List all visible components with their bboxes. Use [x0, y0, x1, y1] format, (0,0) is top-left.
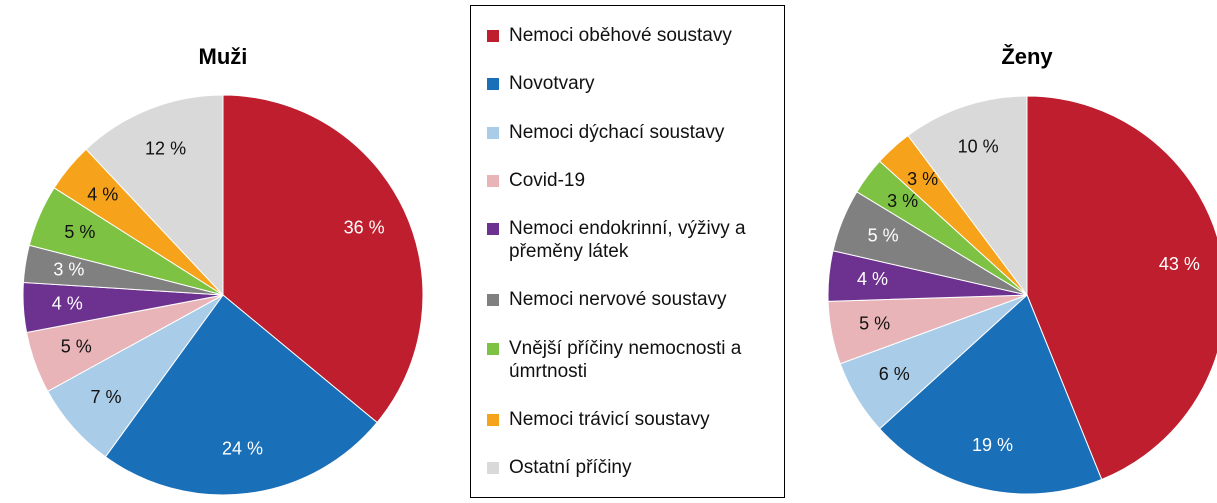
legend-swatch	[487, 413, 499, 426]
data-label: 4 %	[857, 269, 888, 289]
legend-swatch	[487, 342, 499, 355]
pie-slice: Ostatní příčiny	[907, 95, 1028, 297]
data-label: 36 %	[344, 217, 385, 237]
legend-item: Nemoci nervové soustavy	[487, 288, 770, 311]
legend-item: Covid-19	[487, 169, 770, 192]
legend-label: Nemoci trávicí soustavy	[509, 408, 710, 430]
data-label: 12 %	[145, 139, 186, 159]
legend-swatch	[487, 126, 499, 139]
pie-slice: Nemoci oběhové soustavy	[1026, 95, 1217, 481]
data-label: 5 %	[868, 226, 899, 246]
legend-swatch	[487, 223, 499, 235]
data-label: 4 %	[52, 294, 83, 314]
legend-swatch	[487, 78, 499, 91]
legend-label: Ostatní příčiny	[509, 457, 632, 478]
legend-swatch	[487, 174, 499, 187]
legend-item: Nemoci endokrinní, výživy a přeměny láte…	[487, 217, 770, 263]
data-label: 43 %	[1159, 254, 1200, 274]
data-label: 7 %	[90, 387, 121, 407]
legend-label: Vnější příčiny nemocnosti a úmrtnosti	[509, 337, 742, 382]
data-label: 19 %	[972, 435, 1013, 455]
pie-slice: Ostatní příčiny	[85, 94, 224, 297]
legend-label: Nemoci oběhové soustavy	[509, 25, 732, 46]
data-label: 10 %	[958, 136, 999, 156]
pie-slice: Novotvary	[878, 294, 1103, 495]
data-label: 3 %	[907, 169, 938, 189]
data-label: 3 %	[887, 191, 918, 211]
legend-swatch	[487, 294, 499, 307]
legend-label: Covid-19	[509, 169, 586, 191]
legend-item: Vnější příčiny nemocnosti a úmrtnosti	[487, 337, 770, 383]
legend-item: Nemoci oběhové soustavy	[487, 24, 770, 47]
legend: Nemoci oběhové soustavy Novotvary Nemoci d…	[470, 5, 785, 498]
pie-slice: Novotvary	[104, 294, 378, 496]
legend-item: Ostatní příčiny	[487, 456, 770, 479]
legend-item: Nemoci dýchací soustavy	[487, 121, 770, 144]
legend-label: Nemoci nervové soustavy	[509, 289, 727, 311]
data-label: 4 %	[87, 184, 118, 204]
data-label: 24 %	[222, 439, 263, 459]
data-label: 5 %	[64, 222, 95, 242]
legend-label: Novotvary	[509, 73, 595, 95]
legend-label: Nemoci endokrinní, výživy a přeměny láte…	[509, 218, 746, 262]
data-label: 6 %	[879, 364, 910, 384]
legend-swatch	[487, 462, 499, 474]
chart-title: Ženy	[1001, 44, 1053, 69]
chart-title: Muži	[199, 44, 248, 69]
legend-swatch	[487, 30, 499, 42]
pie-slice: Nemoci oběhové soustavy	[222, 94, 424, 424]
data-label: 5 %	[859, 313, 890, 333]
legend-item: Novotvary	[487, 72, 770, 95]
data-label: 3 %	[53, 259, 84, 279]
data-label: 5 %	[61, 337, 92, 357]
legend-label: Nemoci dýchací soustavy	[509, 121, 725, 143]
legend-item: Nemoci trávicí soustavy	[487, 408, 770, 431]
